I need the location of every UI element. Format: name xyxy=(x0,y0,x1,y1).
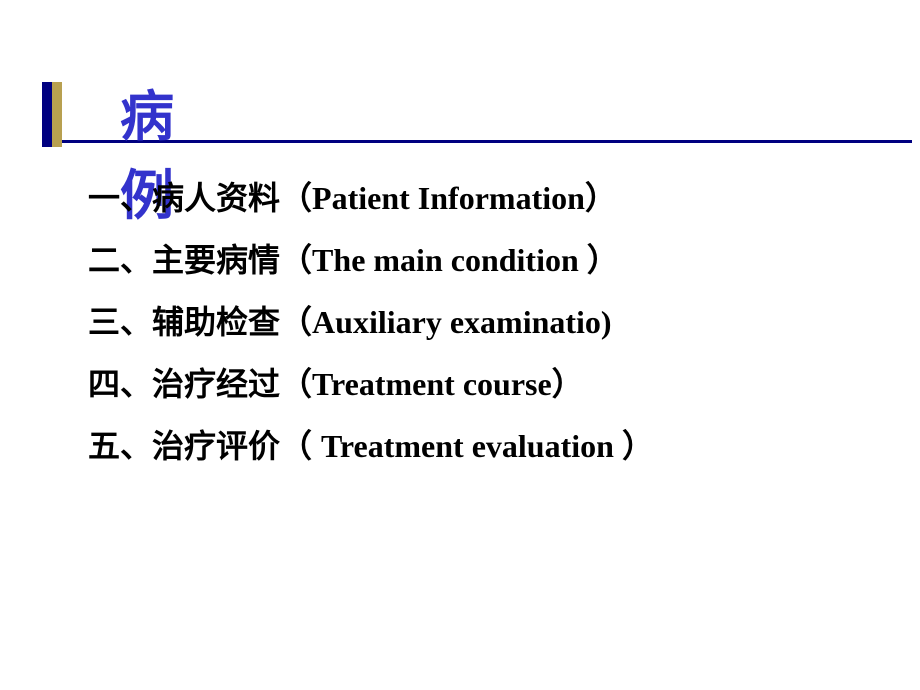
item-number: 三、 xyxy=(88,304,152,340)
paren-close: ） xyxy=(552,366,584,402)
item-number: 五、 xyxy=(88,428,152,464)
item-cn: 辅助检查 xyxy=(152,304,280,340)
item-number: 四、 xyxy=(88,366,152,402)
item-en: Patient Information xyxy=(312,180,585,216)
item-en: Treatment course xyxy=(312,366,552,402)
item-cn: 治疗评价 xyxy=(152,428,280,464)
paren-open: （ xyxy=(280,304,312,340)
item-cn: 治疗经过 xyxy=(152,366,280,402)
paren-close: ） xyxy=(585,180,617,216)
item-en: The main condition xyxy=(312,242,587,278)
item-number: 二、 xyxy=(88,242,152,278)
list-item: 二、主要病情（The main condition ） xyxy=(88,244,654,276)
item-number: 一、 xyxy=(88,180,152,216)
item-en: Auxiliary examinatio) xyxy=(312,304,612,340)
item-en: Treatment evaluation xyxy=(321,428,622,464)
item-cn: 主要病情 xyxy=(152,242,280,278)
paren-open: （ xyxy=(280,366,312,402)
accent-bar-navy xyxy=(42,82,52,147)
item-cn: 病人资料 xyxy=(152,180,280,216)
accent-bar-gold xyxy=(52,82,62,147)
list-item: 三、辅助检查（Auxiliary examinatio) xyxy=(88,306,654,338)
content-list: 一、病人资料（Patient Information） 二、主要病情（The m… xyxy=(88,182,654,492)
paren-open: （ xyxy=(280,180,312,216)
paren-open: （ xyxy=(280,428,321,464)
paren-close: ） xyxy=(622,428,654,464)
paren-close: ） xyxy=(587,242,619,278)
list-item: 五、治疗评价（ Treatment evaluation ） xyxy=(88,430,654,462)
title-underline xyxy=(62,140,912,143)
paren-open: （ xyxy=(280,242,312,278)
list-item: 四、治疗经过（Treatment course） xyxy=(88,368,654,400)
list-item: 一、病人资料（Patient Information） xyxy=(88,182,654,214)
